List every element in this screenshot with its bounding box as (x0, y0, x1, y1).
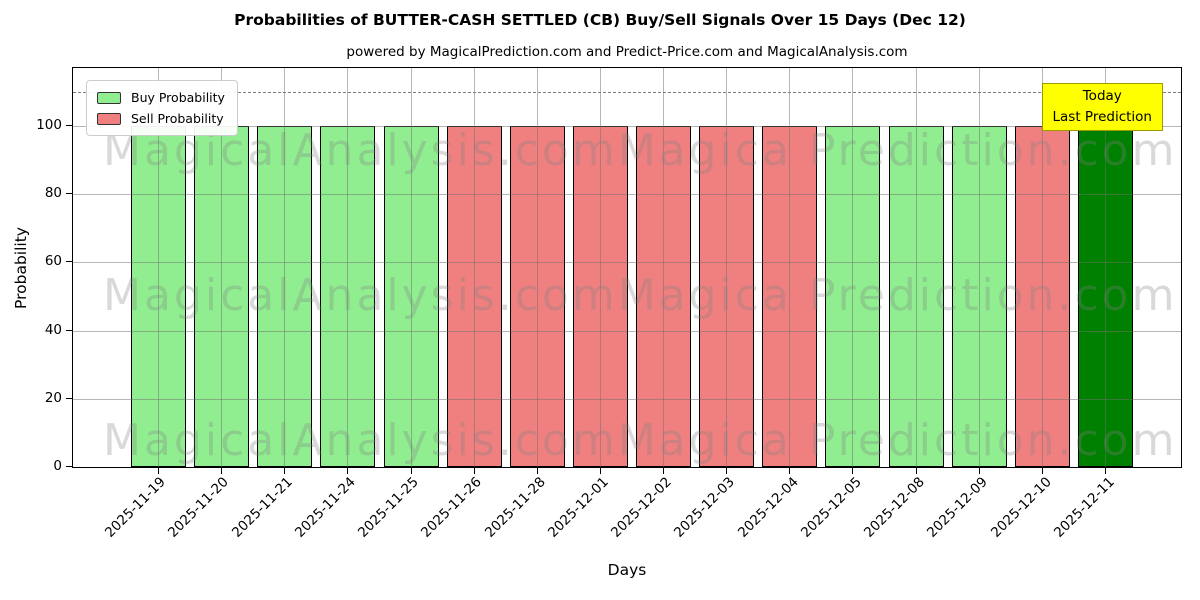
x-tick-mark (410, 468, 412, 474)
x-tick-mark (852, 468, 854, 474)
x-tick-mark (221, 468, 223, 474)
x-tick-mark (284, 468, 286, 474)
bar-slot (127, 68, 190, 474)
bar-slot (632, 68, 695, 474)
y-tick-label: 0 (53, 458, 62, 474)
v-gridline (789, 68, 791, 467)
x-tick-label: 2025-11-19 (102, 474, 169, 541)
sell-probability-swatch-icon (97, 112, 121, 125)
bar-slot (885, 68, 948, 474)
y-tick-mark (66, 124, 72, 126)
y-tick-label: 100 (36, 116, 62, 133)
bar-slot (443, 68, 506, 474)
plot-area: MagicalAnalysis.com Magica Prediction.com… (72, 67, 1182, 474)
v-gridline (978, 68, 980, 467)
x-tick-mark (978, 468, 980, 474)
legend-item-sell: Sell Probability (97, 108, 225, 129)
h-gridline (73, 262, 1181, 264)
legend-label-sell: Sell Probability (131, 111, 224, 126)
bar-slot (695, 68, 758, 474)
y-tick-mark (66, 193, 72, 195)
v-gridline (1104, 68, 1106, 467)
bar-slot (316, 68, 379, 474)
x-tick-mark (915, 468, 917, 474)
bar-slot (569, 68, 632, 474)
v-gridline (536, 68, 538, 467)
y-tick-mark (66, 329, 72, 331)
v-gridline (473, 68, 475, 467)
today-annotation-line1: Today (1082, 88, 1122, 104)
today-annotation-line2: Last Prediction (1052, 108, 1152, 125)
legend-label-buy: Buy Probability (131, 90, 225, 105)
h-gridline (73, 194, 1181, 196)
bar-slot (1074, 68, 1137, 474)
v-gridline (663, 68, 665, 467)
bar-slot (380, 68, 443, 474)
today-annotation: Today Last Prediction (1041, 83, 1163, 131)
v-gridline (158, 68, 160, 467)
v-gridline (599, 68, 601, 467)
h-gridline (73, 398, 1181, 400)
legend: Buy Probability Sell Probability (86, 80, 238, 136)
v-gridline (347, 68, 349, 467)
y-tick-label: 60 (44, 253, 62, 270)
x-tick-mark (473, 468, 475, 474)
v-gridline (726, 68, 728, 467)
x-tick-mark (599, 468, 601, 474)
x-tick-mark (536, 468, 538, 474)
x-tick-mark (347, 468, 349, 474)
x-tick-mark (1041, 468, 1043, 474)
x-axis-title: Days (607, 561, 647, 579)
x-tick-mark (789, 468, 791, 474)
y-tick-mark (66, 261, 72, 263)
bar-slot (506, 68, 569, 474)
x-tick-mark (1104, 468, 1106, 474)
bar-slot (948, 68, 1011, 474)
y-tick-label: 80 (44, 185, 62, 202)
bars-row (73, 68, 1181, 474)
y-tick-label: 40 (44, 321, 62, 338)
legend-item-buy: Buy Probability (97, 87, 225, 108)
y-tick-label: 20 (44, 389, 62, 406)
buy-probability-swatch-icon (97, 91, 121, 104)
threshold-dashed-line (73, 91, 1181, 93)
bar-slot (1011, 68, 1074, 474)
bar-slot (253, 68, 316, 474)
x-tick-mark (158, 468, 160, 474)
y-tick-mark (66, 466, 72, 467)
x-tick-mark (726, 468, 728, 474)
bar-slot (821, 68, 884, 474)
chart-subtitle: powered by MagicalPrediction.com and Pre… (346, 44, 908, 60)
v-gridline (410, 68, 412, 467)
bar-slot (190, 68, 253, 474)
v-gridline (852, 68, 854, 467)
v-gridline (221, 68, 223, 467)
v-gridline (915, 68, 917, 467)
x-tick-mark (663, 468, 665, 474)
h-gridline (73, 125, 1181, 127)
v-gridline (284, 68, 286, 467)
y-tick-mark (66, 397, 72, 399)
v-gridline (1041, 68, 1043, 467)
chart-title: Probabilities of BUTTER-CASH SETTLED (CB… (234, 11, 966, 29)
bar-slot (758, 68, 821, 474)
h-gridline (73, 330, 1181, 332)
